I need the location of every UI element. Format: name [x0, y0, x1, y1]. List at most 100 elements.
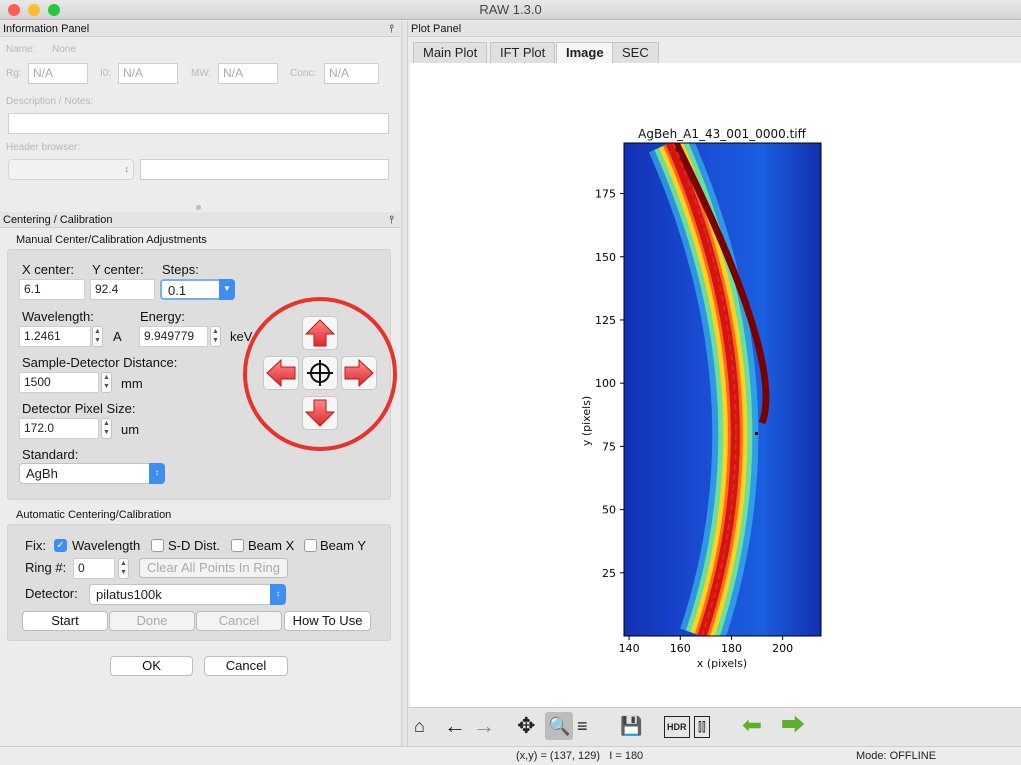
- y-tick-label: 50: [602, 504, 616, 517]
- sliders-icon[interactable]: ⫿⫿: [694, 716, 710, 738]
- info-panel-header: Information Panel ⫯: [0, 21, 400, 37]
- header-browser-select[interactable]: ↕: [8, 159, 134, 180]
- fix-wavelength-label: Wavelength: [72, 538, 141, 553]
- forward-icon[interactable]: →: [473, 713, 495, 738]
- configure-icon[interactable]: ≡: [577, 716, 588, 736]
- move-up-button[interactable]: [302, 316, 338, 350]
- ok-button[interactable]: OK: [110, 656, 193, 676]
- fix-beamx-checkbox[interactable]: [231, 539, 244, 552]
- pixel-size-stepper[interactable]: ▲ ▼: [101, 418, 112, 439]
- wavelength-unit: A: [113, 329, 122, 344]
- pin-icon[interactable]: ⫯: [389, 23, 394, 35]
- ring-label: Ring #:: [25, 560, 67, 575]
- wavelength-stepper[interactable]: ▲ ▼: [92, 326, 103, 347]
- arrow-right-icon: [344, 358, 374, 388]
- energy-stepper[interactable]: ▲ ▼: [210, 326, 221, 347]
- previous-image-icon[interactable]: ⬅: [742, 712, 763, 739]
- sdd-stepper[interactable]: ▲ ▼: [101, 372, 112, 393]
- fix-sd-checkbox[interactable]: [151, 539, 164, 552]
- how-to-use-button[interactable]: How To Use: [284, 611, 371, 631]
- auto-group-title: Automatic Centering/Calibration: [16, 509, 172, 521]
- zoom-icon[interactable]: 🔍: [545, 712, 574, 740]
- description-label: Description / Notes:: [6, 96, 94, 107]
- done-button[interactable]: Done: [109, 611, 195, 631]
- steps-label: Steps:: [162, 262, 199, 277]
- cancel-button[interactable]: Cancel: [204, 656, 288, 676]
- fix-sd-label: S-D Dist.: [168, 538, 220, 553]
- ring-fit-line: [672, 143, 737, 636]
- calib-panel-title: Centering / Calibration: [3, 214, 113, 226]
- y-center-label: Y center:: [92, 262, 144, 277]
- home-icon[interactable]: ⌂: [414, 716, 425, 736]
- minimize-window-button[interactable]: [28, 4, 40, 16]
- conc-label: Conc:: [290, 68, 317, 79]
- tab-main-plot[interactable]: Main Plot: [413, 42, 488, 63]
- tab-sec[interactable]: SEC: [612, 42, 659, 63]
- close-window-button[interactable]: [8, 4, 20, 16]
- fix-beamx-label: Beam X: [248, 538, 295, 553]
- plot-canvas[interactable]: AgBeh_A1_43_001_0000.tiff 140 160 180 200 2…: [410, 63, 1021, 707]
- ring-stepper[interactable]: ▲ ▼: [118, 558, 129, 579]
- wavelength-field[interactable]: 1.2461: [19, 326, 91, 347]
- x-center-field[interactable]: 6.1: [19, 279, 85, 300]
- detector-label: Detector:: [25, 586, 78, 601]
- name-label: Name:: [6, 44, 36, 55]
- clear-ring-points-button[interactable]: Clear All Points In Ring: [139, 558, 288, 578]
- ring-field[interactable]: 0: [73, 558, 115, 579]
- fix-beamy-checkbox[interactable]: [304, 539, 317, 552]
- x-tick-label: 160: [670, 642, 691, 655]
- conc-field[interactable]: N/A: [324, 63, 379, 84]
- detector-select[interactable]: pilatus100k ↕: [89, 584, 286, 605]
- x-tick-label: 140: [619, 642, 640, 655]
- pin-icon[interactable]: ⫯: [389, 214, 394, 226]
- y-tick-label: 100: [595, 377, 616, 390]
- updown-chevron-icon: ↕: [270, 584, 286, 605]
- energy-field[interactable]: 9.949779: [139, 326, 208, 347]
- pixel-size-field[interactable]: 172.0: [19, 418, 99, 439]
- save-icon[interactable]: 💾: [620, 716, 643, 736]
- crosshair-icon: [307, 360, 333, 386]
- back-icon[interactable]: ←: [444, 713, 466, 738]
- next-image-icon[interactable]: ⮕: [781, 712, 805, 739]
- standard-select[interactable]: AgBh ↕: [19, 463, 165, 484]
- y-center-field[interactable]: 92.4: [90, 279, 155, 300]
- energy-label: Energy:: [140, 309, 185, 324]
- x-tick-label: 180: [721, 642, 742, 655]
- sdd-field[interactable]: 1500: [19, 372, 99, 393]
- vertical-splitter[interactable]: [401, 21, 408, 746]
- info-panel-title: Information Panel: [3, 23, 90, 35]
- beam-center-marker: [755, 432, 758, 435]
- fix-wavelength-checkbox[interactable]: ✓: [54, 539, 67, 552]
- detector-image-figure: AgBeh_A1_43_001_0000.tiff 140 160 180 200 2…: [580, 127, 822, 670]
- description-field[interactable]: [8, 113, 389, 134]
- name-value: None: [52, 44, 76, 55]
- y-tick-label: 25: [602, 567, 616, 580]
- pixel-size-unit: um: [121, 422, 140, 437]
- calib-panel-header: Centering / Calibration ⫯: [0, 212, 400, 228]
- mw-field[interactable]: N/A: [218, 63, 278, 84]
- move-down-button[interactable]: [302, 396, 338, 430]
- center-target-button[interactable]: [302, 356, 338, 390]
- steps-select[interactable]: 0.1 ▼: [160, 279, 235, 300]
- tab-image[interactable]: Image: [556, 42, 614, 63]
- y-tick-label: 150: [595, 251, 616, 264]
- auto-cancel-button[interactable]: Cancel: [196, 611, 282, 631]
- hdr-icon[interactable]: HDR: [664, 716, 690, 738]
- tab-ift-plot[interactable]: IFT Plot: [490, 42, 556, 63]
- standard-label: Standard:: [22, 447, 79, 462]
- header-value-field[interactable]: [140, 159, 389, 180]
- arrow-down-icon: [304, 399, 336, 427]
- fix-label: Fix:: [25, 538, 46, 553]
- pan-icon[interactable]: ✥: [517, 713, 536, 738]
- calibration-ring: [648, 143, 770, 636]
- rg-field[interactable]: N/A: [28, 63, 88, 84]
- splitter-handle[interactable]: [196, 205, 201, 210]
- i0-field[interactable]: N/A: [118, 63, 178, 84]
- plot-panel-title: Plot Panel: [411, 23, 462, 35]
- move-left-button[interactable]: [263, 356, 299, 390]
- window-titlebar: RAW 1.3.0: [0, 0, 1021, 20]
- move-right-button[interactable]: [341, 356, 377, 390]
- start-button[interactable]: Start: [22, 611, 108, 631]
- x-axis-label: x (pixels): [697, 657, 747, 670]
- zoom-window-button[interactable]: [48, 4, 60, 16]
